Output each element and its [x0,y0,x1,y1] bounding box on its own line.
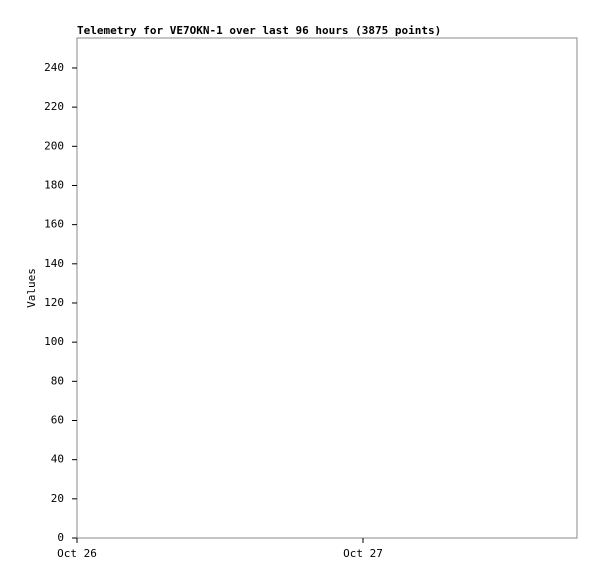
chart-title: Telemetry for VE7OKN-1 over last 96 hour… [77,24,441,37]
y-tick-label: 240 [44,61,64,74]
y-tick-label: 120 [44,296,64,309]
y-tick-label: 100 [44,335,64,348]
y-axis-label: Values [25,268,38,308]
x-tick-label: Oct 27 [343,547,383,560]
y-tick-label: 0 [57,531,64,544]
y-tick-label: 20 [51,492,64,505]
y-tick-label: 40 [51,453,64,466]
y-tick-label: 200 [44,139,64,152]
y-tick-label: 80 [51,374,64,387]
y-tick-label: 220 [44,100,64,113]
y-tick-label: 140 [44,257,64,270]
y-tick-label: 160 [44,218,64,231]
plot-area [76,37,578,539]
y-tick-label: 60 [51,413,64,426]
x-tick-label: Oct 26 [57,547,97,560]
y-tick-label: 180 [44,178,64,191]
